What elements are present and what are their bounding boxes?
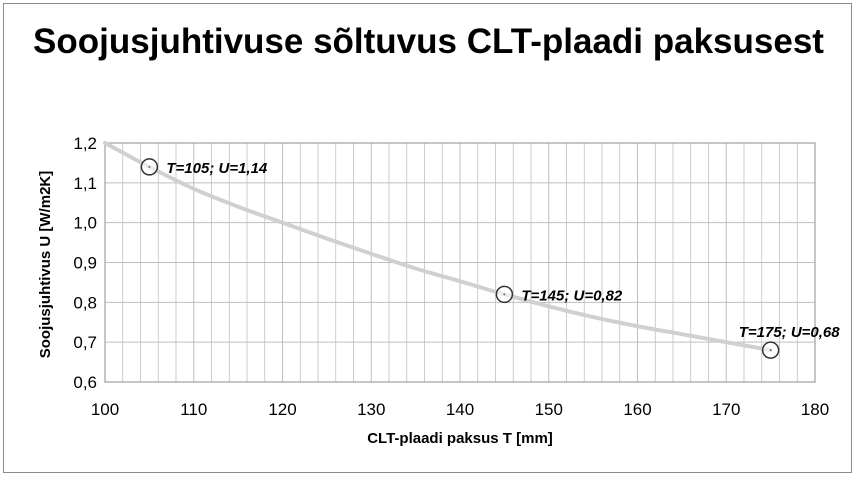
x-tick-label: 120 [268, 400, 296, 419]
data-label: T=175; U=0,68 [739, 324, 841, 341]
x-axis-title: CLT-plaadi paksus T [mm] [367, 430, 553, 447]
y-tick-label: 0,9 [73, 254, 97, 273]
y-tick-label: 1,2 [73, 134, 97, 153]
data-point-center [503, 293, 506, 296]
data-point-center [148, 165, 151, 168]
data-point-center [769, 349, 772, 352]
chart-frame [3, 3, 852, 473]
tick-labels: 100 110 120 130 140 150 160 170 180 0,6 0,7 0,8 0,9 1… [73, 134, 829, 419]
y-axis-title: Soojusjuhtivus U [W/m2K] [37, 171, 54, 359]
x-tick-label: 110 [180, 400, 207, 419]
grid [104, 142, 816, 383]
y-tick-label: 1,1 [73, 174, 97, 193]
x-tick-label: 100 [91, 400, 119, 419]
x-tick-label: 140 [446, 400, 474, 419]
y-tick-label: 0,7 [73, 333, 97, 352]
x-tick-label: 170 [712, 400, 740, 419]
chart-title: Soojusjuhtivuse sõltuvus CLT-plaadi paks… [33, 22, 824, 61]
data-label: T=105; U=1,14 [166, 160, 268, 177]
y-tick-label: 0,6 [73, 373, 97, 392]
x-tick-label: 130 [357, 400, 385, 419]
x-tick-label: 160 [623, 400, 651, 419]
plot-area-border [104, 142, 816, 383]
y-tick-label: 1,0 [73, 214, 97, 233]
x-tick-label: 150 [535, 400, 563, 419]
trendline-layer [103, 141, 773, 353]
trendline [103, 141, 773, 353]
data-points: T=105; U=1,14 T=145; U=0,82 T=175; U=0,68 [140, 158, 841, 359]
data-label: T=145; U=0,82 [521, 287, 623, 304]
x-tick-label: 180 [801, 400, 829, 419]
y-tick-label: 0,8 [73, 293, 97, 312]
